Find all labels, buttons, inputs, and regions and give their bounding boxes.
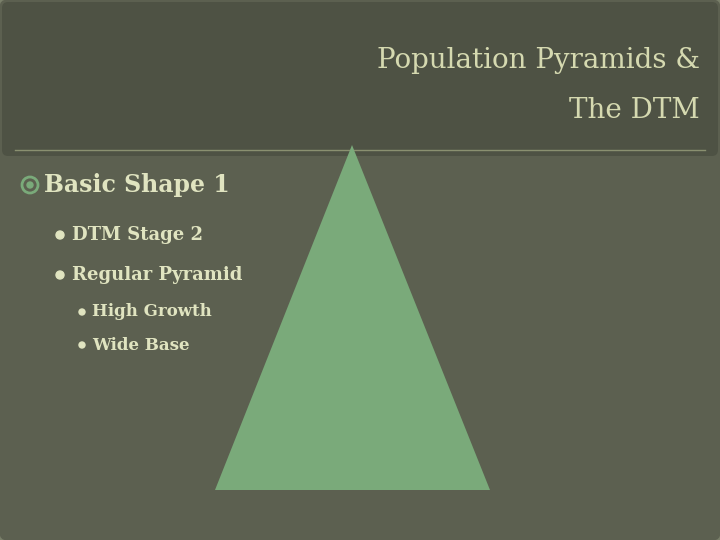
Polygon shape bbox=[215, 145, 490, 490]
Circle shape bbox=[27, 182, 33, 188]
Circle shape bbox=[79, 342, 85, 348]
Text: Basic Shape 1: Basic Shape 1 bbox=[44, 173, 230, 197]
Text: The DTM: The DTM bbox=[570, 97, 700, 124]
Circle shape bbox=[56, 231, 64, 239]
FancyBboxPatch shape bbox=[2, 2, 718, 156]
Circle shape bbox=[79, 309, 85, 315]
Text: DTM Stage 2: DTM Stage 2 bbox=[72, 226, 203, 244]
Text: High Growth: High Growth bbox=[92, 303, 212, 321]
Circle shape bbox=[56, 271, 64, 279]
Text: Population Pyramids &: Population Pyramids & bbox=[377, 46, 700, 73]
Text: Regular Pyramid: Regular Pyramid bbox=[72, 266, 243, 284]
Text: Wide Base: Wide Base bbox=[92, 336, 189, 354]
